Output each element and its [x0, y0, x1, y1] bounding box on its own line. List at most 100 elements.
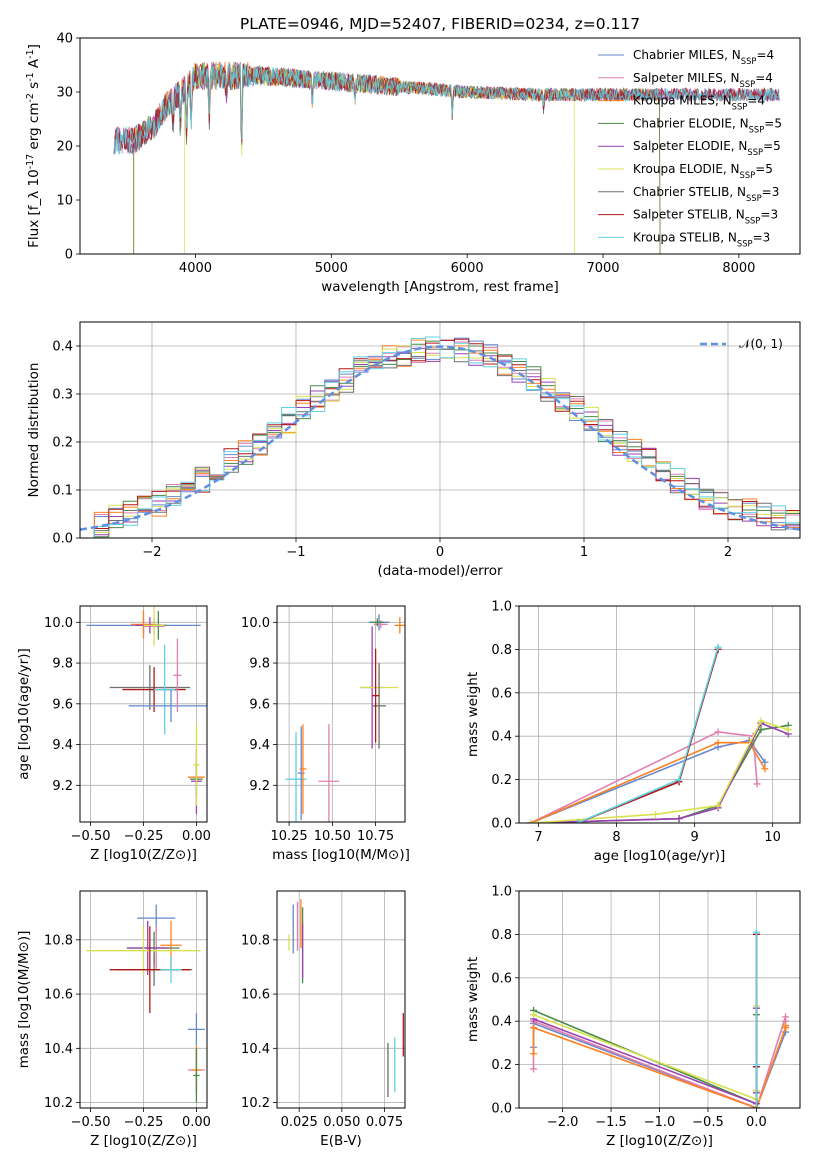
y-tick-label: 0.8 — [491, 643, 512, 658]
mass-weight-line — [530, 731, 758, 823]
mass-weight-marker — [752, 1061, 760, 1069]
x-tick-label: 1 — [580, 545, 588, 560]
mass-weight-marker — [761, 758, 769, 766]
x-tick-label: 9 — [690, 830, 698, 845]
legend-label: Kroupa STELIB, NSSP=3 — [633, 230, 770, 248]
y-tick-label: 10.8 — [241, 933, 270, 948]
y-tick-label: 9.6 — [249, 697, 270, 712]
age-vs-mass-panel: 10.25 10.50 10.75 9.2 9.4 9.6 9.8 10.0 mass [log… — [241, 605, 410, 863]
x-axis-label: mass [log10(M/M⊙)] — [272, 847, 410, 863]
y-tick-label: 9.8 — [52, 657, 73, 672]
mass-vs-Z-panel: −0.50 −0.25 0.00 10.2 10.4 10.6 10.8 Z [log10(Z… — [16, 890, 211, 1149]
y-tick-label: 9.6 — [52, 697, 73, 712]
y-tick-label: 10.0 — [241, 616, 270, 631]
y-tick-label: 0.1 — [52, 484, 73, 499]
mass-weight-marker — [714, 802, 722, 810]
x-tick-label: 10 — [764, 830, 781, 845]
x-tick-label: 4000 — [179, 261, 212, 276]
axes-frame — [79, 605, 208, 823]
plot-area — [86, 606, 207, 814]
error-cross — [372, 663, 386, 749]
y-tick-label: 10.6 — [241, 988, 270, 1003]
mass-weight-marker — [757, 717, 765, 725]
mass-weight-marker — [761, 765, 769, 773]
legend-label: Kroupa MILES, NSSP=4 — [633, 94, 765, 112]
mass-weight-marker — [714, 643, 722, 651]
y-tick-label: 0.4 — [491, 730, 512, 745]
mass-weight-marker — [714, 728, 722, 736]
y-tick-label: 9.4 — [52, 738, 73, 753]
x-tick-label: 0.00 — [182, 829, 211, 844]
axes-frame — [79, 890, 208, 1109]
ticks: 10.25 10.50 10.75 9.2 9.4 9.6 9.8 10.0 — [241, 616, 394, 844]
y-tick-label: 1.0 — [491, 885, 512, 900]
x-tick-label: −0.50 — [71, 829, 111, 844]
y-tick-label: 40 — [56, 32, 73, 47]
y-tick-label: 10.4 — [241, 1042, 270, 1057]
mass-weight-vs-age-panel: 7 8 9 10 0.0 0.2 0.4 0.6 0.8 1.0 age [log10(age/yr… — [465, 600, 801, 864]
mass-weight-marker — [714, 739, 722, 747]
spectrum-line — [113, 63, 780, 155]
error-cross — [299, 724, 307, 814]
x-tick-label: 0.050 — [323, 1115, 360, 1130]
mass-weight-marker — [574, 819, 582, 823]
ticks: 7 8 9 10 0.0 0.2 0.4 0.6 0.8 1.0 — [491, 600, 781, 846]
plot-area — [86, 904, 205, 1103]
y-tick-label: 0.2 — [491, 1058, 512, 1073]
error-cross — [126, 920, 169, 976]
legend-label: Salpeter MILES, NSSP=4 — [633, 71, 773, 89]
mass-weight-vs-Z-panel: −2.0 −1.5 −1.0 −0.5 0.0 0.0 0.2 0.4 0.6 0.8 1.0 Z [… — [465, 885, 801, 1149]
spectrum-line — [113, 62, 780, 155]
residuals-panel: −2 −1 0 1 2 0.0 0.1 0.2 0.3 0.4 (data-model)/error… — [26, 321, 801, 579]
grid — [277, 891, 405, 1108]
mass-weight-marker — [757, 726, 765, 734]
x-tick-label: 7 — [534, 830, 542, 845]
x-tick-label: 2 — [724, 545, 732, 560]
mass-weight-marker — [530, 1011, 538, 1019]
y-tick-label: 0.6 — [491, 686, 512, 701]
x-tick-label: 0 — [436, 545, 444, 560]
legend-label: Chabrier MILES, NSSP=4 — [633, 48, 774, 66]
error-cross — [372, 648, 380, 743]
error-cross — [109, 665, 191, 710]
error-cross — [154, 644, 176, 735]
spectrum-panel: 4000 5000 6000 7000 8000 0 10 20 30 40 wavelength … — [25, 32, 801, 295]
x-axis-label: age [log10(age/yr)] — [594, 848, 726, 864]
error-cross — [394, 617, 405, 634]
figure-title: PLATE=0946, MJD=52407, FIBERID=0234, z=0… — [240, 15, 640, 33]
ticks: −2.0 −1.5 −1.0 −0.5 0.0 0.0 0.2 0.4 0.6 0.8 1.0 — [491, 885, 766, 1131]
x-tick-label: 5000 — [315, 261, 348, 276]
mass-weight-marker — [652, 810, 660, 818]
y-tick-label: 0.2 — [491, 773, 512, 788]
grid — [519, 605, 800, 824]
y-tick-label: 10.2 — [241, 1096, 270, 1111]
x-tick-label: 0.00 — [182, 1115, 211, 1130]
x-axis-label: (data-model)/error — [377, 563, 503, 579]
x-tick-label: −1.5 — [595, 1115, 627, 1130]
y-axis-label: Normed distribution — [26, 363, 42, 498]
error-cross — [370, 618, 385, 627]
ticks: −2 −1 0 1 2 0.0 0.1 0.2 0.3 0.4 — [52, 340, 732, 561]
error-cross — [128, 689, 207, 723]
y-axis-label: mass [log10(M/M⊙)] — [16, 931, 32, 1069]
x-tick-label: −0.25 — [124, 829, 164, 844]
mass-weight-line — [530, 739, 766, 823]
mass-weight-marker — [527, 819, 535, 823]
y-tick-label: 0.8 — [491, 928, 512, 943]
y-axis-label: age [log10(age/yr)] — [16, 648, 32, 780]
x-tick-label: 6000 — [451, 261, 484, 276]
ticks: 0.025 0.050 0.075 10.2 10.4 10.6 10.8 — [241, 933, 403, 1130]
y-tick-label: 0.0 — [491, 1102, 512, 1117]
error-cross — [193, 1048, 200, 1103]
y-tick-label: 9.8 — [249, 657, 270, 672]
error-cross — [373, 620, 388, 629]
y-axis-label: mass weight — [465, 672, 481, 757]
histogram-step — [80, 336, 800, 538]
y-tick-label: 10 — [56, 194, 73, 209]
error-cross — [173, 638, 182, 712]
error-cross — [86, 926, 201, 976]
mass-weight-line — [530, 741, 766, 823]
mass-weight-marker — [530, 1050, 538, 1058]
y-tick-label: 9.2 — [52, 779, 73, 794]
plot-area — [285, 614, 405, 822]
